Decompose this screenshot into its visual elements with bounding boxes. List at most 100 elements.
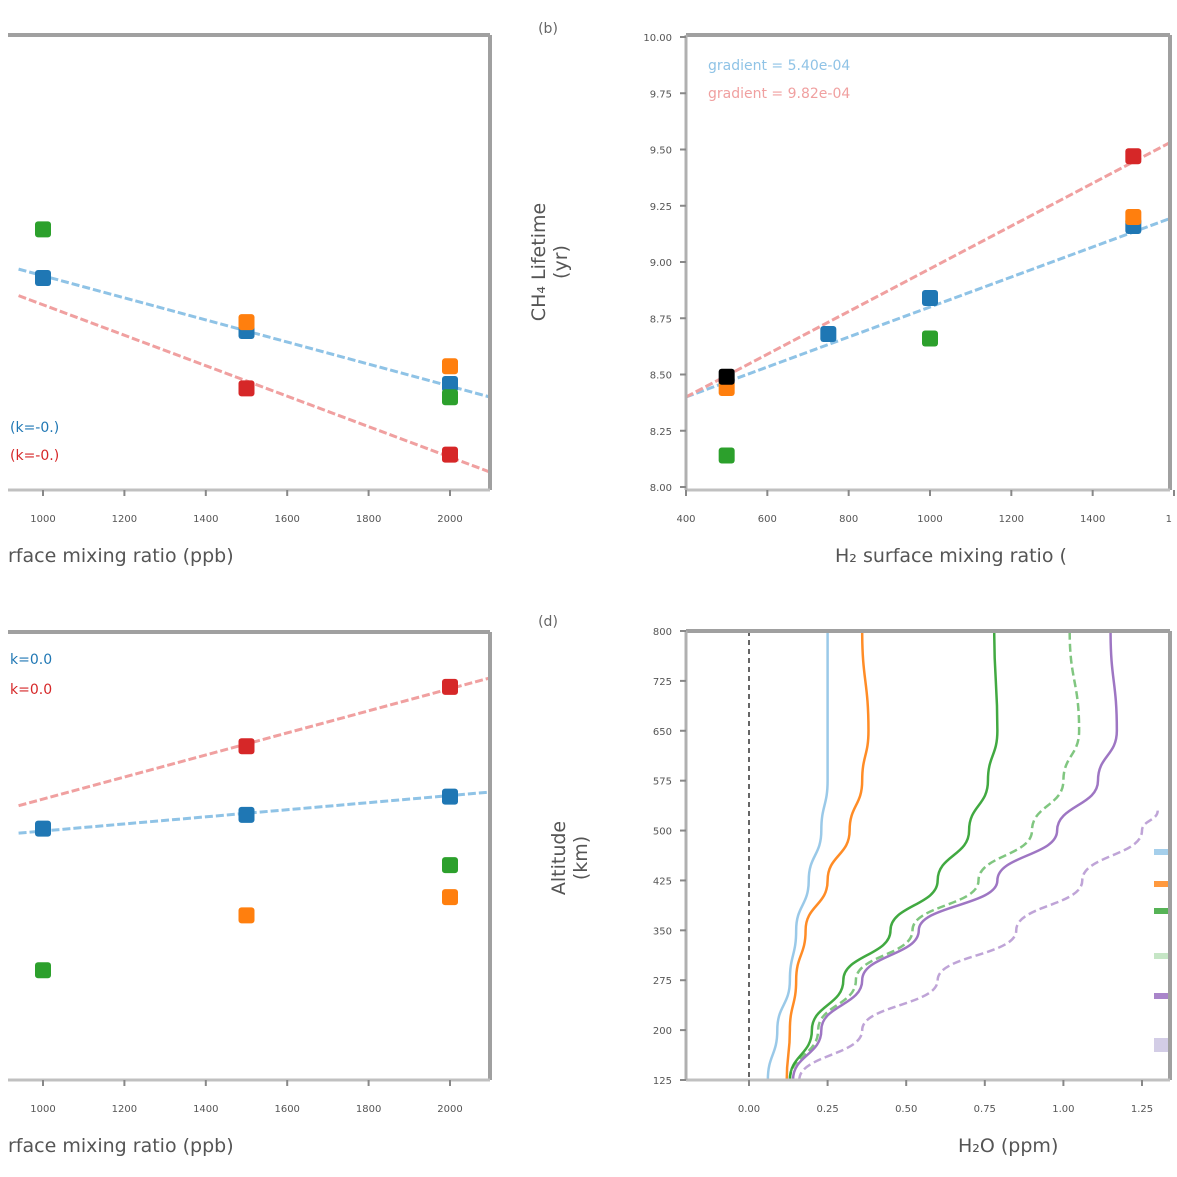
legend-label: (k=-0.)	[10, 448, 59, 464]
panel-c: 1000 1200 1400 1600 1800 2000 rface mixing rat…	[8, 630, 492, 1157]
y-axis-label: Altitude	[548, 821, 570, 895]
x-tick-label: 1600	[274, 514, 299, 525]
legend-swatch-lightblue	[1154, 849, 1168, 855]
x-tick-label: 1.00	[1052, 1104, 1074, 1115]
y-axis-label: CH₄ Lifetime	[528, 203, 550, 321]
y-tick-label: 275	[653, 976, 672, 987]
point-blue	[922, 290, 938, 306]
y-tick-label: 800	[653, 627, 672, 638]
point-green	[442, 857, 458, 874]
x-axis-label: H₂ surface mixing ratio (	[835, 545, 1067, 567]
y-tick-label: 8.75	[650, 314, 672, 325]
legend-swatch-orange	[1154, 881, 1168, 887]
y-tick-label: 650	[653, 727, 672, 738]
panel-d: 0.00 0.25 0.50 0.75 1.00 1.25 125 200 275 350 425 5…	[538, 614, 1172, 1157]
x-tick-label: 800	[839, 514, 858, 525]
panel-label: (d)	[538, 614, 558, 630]
point-orange	[442, 889, 458, 906]
x-tick-label: 400	[676, 514, 695, 525]
legend-label: k=0.0	[10, 682, 52, 698]
point-blue	[35, 820, 51, 837]
x-tick-label: 1000	[30, 514, 55, 525]
y-tick-label: 8.00	[650, 483, 672, 494]
plot-area	[8, 632, 490, 1080]
point-red	[238, 380, 255, 397]
x-tick-label: 1200	[112, 514, 137, 525]
legend-swatch-lightgreen	[1154, 953, 1168, 959]
point-green	[442, 389, 458, 406]
point-blue	[35, 269, 51, 286]
x-tick-label: 1600	[274, 1104, 299, 1115]
point-blue	[238, 806, 255, 823]
point-blue	[820, 326, 837, 342]
y-tick-label: 575	[653, 777, 672, 788]
x-tick-label: 1200	[999, 514, 1024, 525]
point-red	[442, 446, 458, 463]
y-tick-label: 350	[653, 926, 672, 937]
line-green	[788, 631, 999, 1080]
fit-line-0	[18, 790, 490, 835]
legend-label: gradient = 5.40e-04	[708, 58, 850, 74]
x-tick-label: 2000	[437, 514, 462, 525]
panel-label: (b)	[538, 21, 558, 37]
plot-content	[686, 140, 1170, 464]
y-tick-label: 500	[653, 827, 672, 838]
x-tick-label: 1200	[112, 1104, 137, 1115]
x-axis-label: rface mixing ratio (ppb)	[8, 1135, 234, 1157]
y-tick-label: 425	[653, 876, 672, 887]
point-green	[718, 447, 735, 464]
point-orange	[238, 314, 255, 331]
x-tick-label: 0.50	[895, 1104, 917, 1115]
plot-content	[18, 221, 490, 474]
y-tick-label: 9.50	[650, 146, 672, 157]
point-orange	[238, 907, 255, 924]
plot-area	[8, 35, 490, 490]
legend-label: (k=-0.)	[10, 420, 59, 436]
point-orange	[442, 358, 458, 375]
x-tick-label: 2000	[437, 1104, 462, 1115]
y-tick-label: 9.25	[650, 202, 672, 213]
point-black	[718, 368, 735, 385]
line-blue	[766, 631, 829, 1080]
point-green	[35, 962, 51, 979]
x-tick-label: 1.25	[1131, 1104, 1153, 1115]
point-red	[238, 738, 255, 755]
legend-label: gradient = 9.82e-04	[708, 86, 850, 102]
fit-line-0	[18, 267, 490, 399]
line-green-dashed	[788, 631, 1081, 1080]
x-tick-label: 1	[1166, 514, 1172, 525]
y-tick-label: 9.00	[650, 258, 672, 269]
line-purple-dashed	[798, 810, 1159, 1080]
fit-line-1	[686, 140, 1170, 399]
y-axis-label-unit: (km)	[570, 836, 592, 880]
y-axis-label-unit: (yr)	[550, 245, 572, 279]
legend-swatch-green	[1154, 908, 1168, 914]
point-red	[442, 678, 458, 695]
point-orange	[1125, 209, 1142, 225]
panel-b: 400 600 800 1000 1200 1400 1 8.00 8.25 8.50 8.75 9.…	[528, 21, 1175, 567]
point-red	[1125, 148, 1142, 165]
x-axis-label: H₂O (ppm)	[958, 1135, 1058, 1157]
panel-a: 1000 1200 1400 1600 1800 2000 rface mixing rat…	[8, 33, 492, 567]
line-orange	[785, 631, 870, 1080]
fit-line-1	[18, 294, 490, 474]
legend-swatch-lightpurple	[1154, 1038, 1168, 1052]
x-tick-label: 1800	[356, 514, 381, 525]
point-green	[922, 330, 938, 347]
legend-swatch-purple	[1154, 993, 1168, 999]
y-tick-label: 10.00	[643, 33, 672, 44]
x-tick-label: 1800	[356, 1104, 381, 1115]
y-tick-label: 9.75	[650, 89, 672, 100]
x-tick-label: 1000	[30, 1104, 55, 1115]
x-tick-label: 1400	[193, 1104, 218, 1115]
y-tick-label: 8.25	[650, 427, 672, 438]
x-tick-label: 1400	[1080, 514, 1105, 525]
plot-area	[686, 631, 1170, 1080]
x-tick-label: 0.75	[974, 1104, 996, 1115]
fit-line-0	[686, 216, 1170, 399]
legend-label: k=0.0	[10, 652, 52, 668]
y-tick-label: 8.50	[650, 371, 672, 382]
point-blue	[442, 788, 458, 805]
x-tick-label: 1000	[917, 514, 942, 525]
